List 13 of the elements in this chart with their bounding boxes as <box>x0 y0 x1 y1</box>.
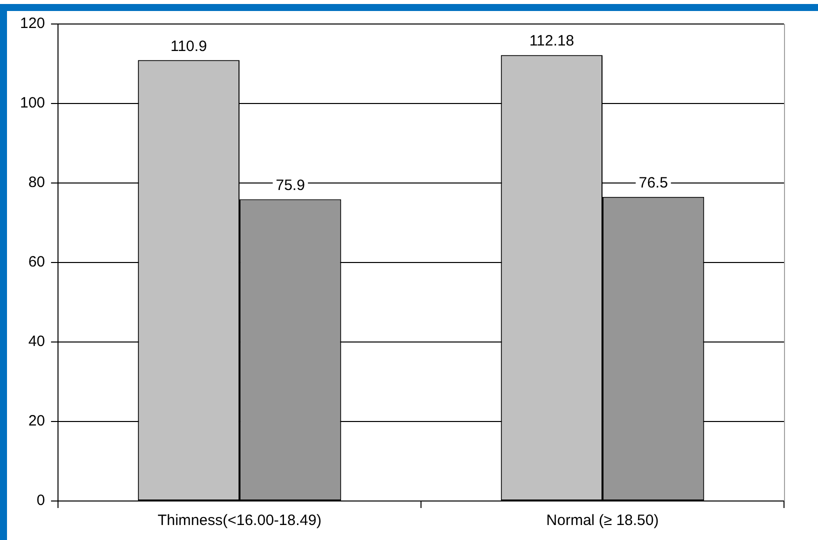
y-tick-label: 20 <box>28 412 46 430</box>
y-tick-label: 0 <box>36 492 46 510</box>
y-tick-label: 40 <box>28 333 46 350</box>
data-label: 75.9 <box>276 176 305 194</box>
y-tick-label: 60 <box>28 254 46 271</box>
data-label: 110.9 <box>170 38 207 55</box>
y-tick-label: 80 <box>28 174 46 192</box>
data-label: 112.18 <box>529 32 574 50</box>
data-label: 76.5 <box>638 174 668 192</box>
y-tick-label: 120 <box>20 15 46 32</box>
x-tick-label: Normal (≥ 18.50) <box>546 512 659 530</box>
y-tick-label: 100 <box>20 94 46 112</box>
x-tick-label: Thimness(<16.00-18.49) <box>158 512 322 530</box>
